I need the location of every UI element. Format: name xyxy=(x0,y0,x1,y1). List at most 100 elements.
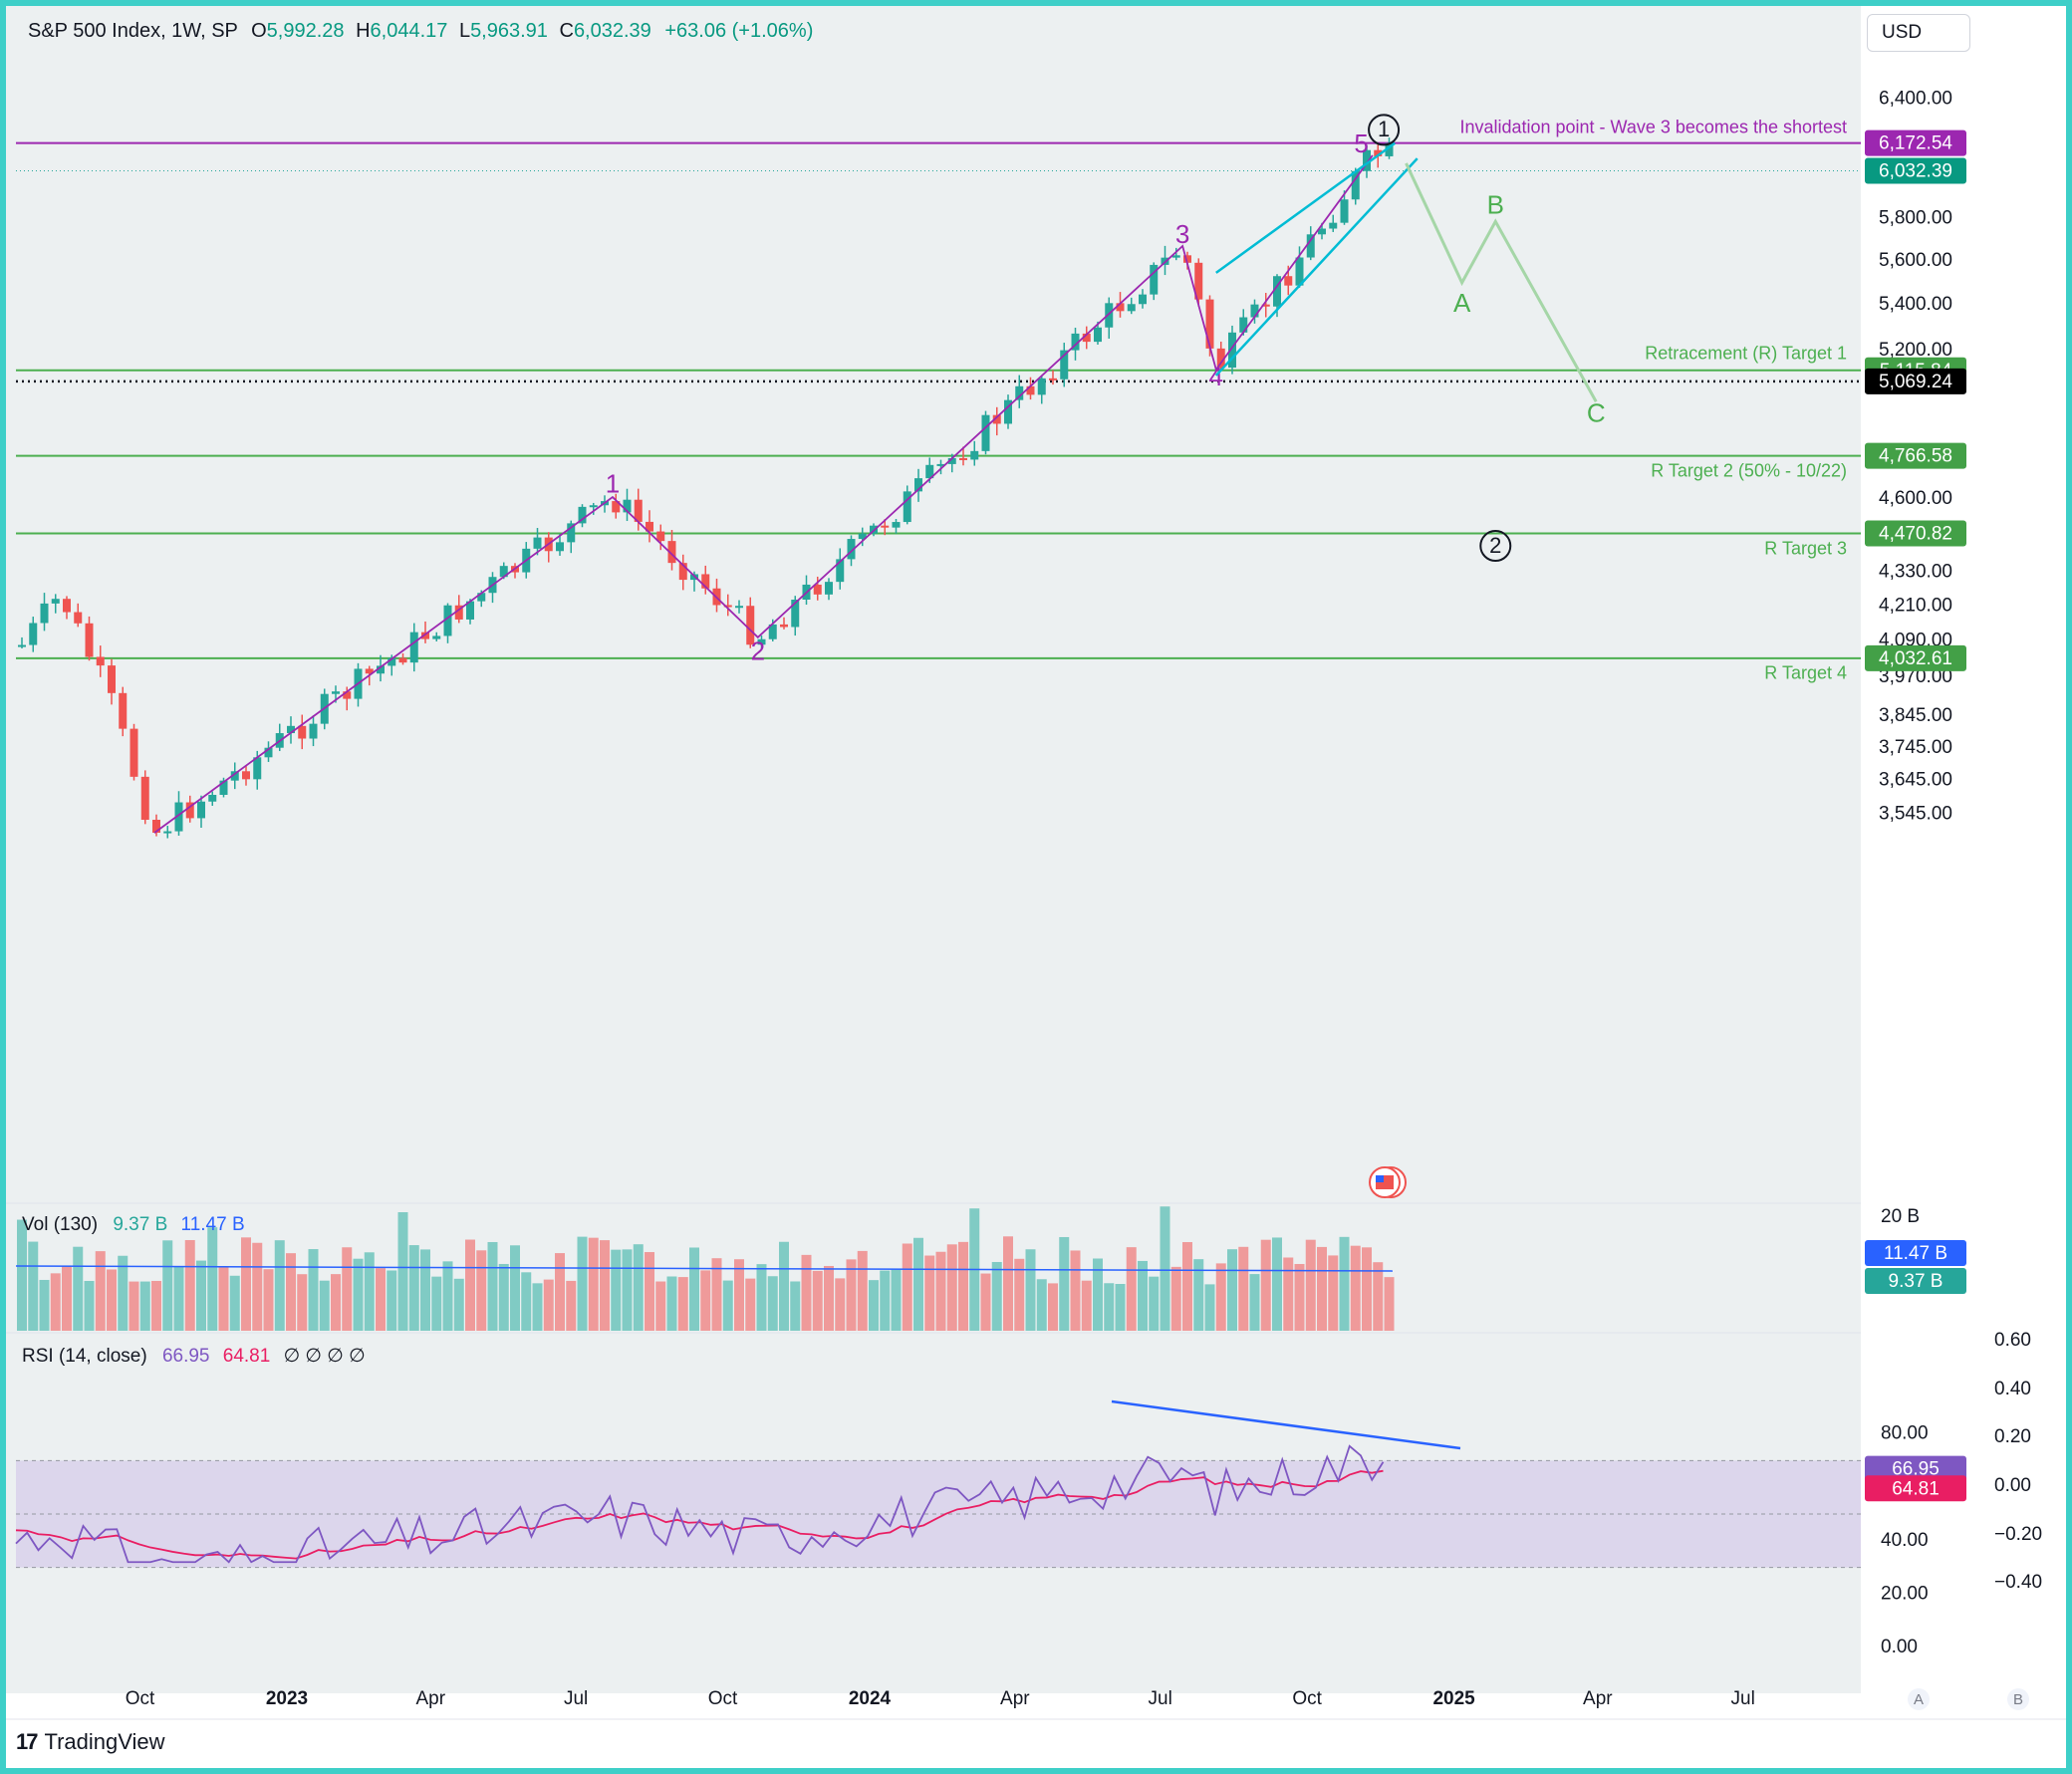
candle-body xyxy=(219,780,228,795)
candle-body xyxy=(567,523,576,543)
candle-body xyxy=(40,603,49,624)
time-axis-label: Apr xyxy=(1583,1688,1613,1709)
volume-bar xyxy=(869,1280,879,1331)
close-label: C xyxy=(559,20,574,42)
candle-body xyxy=(589,505,598,508)
candle-body xyxy=(343,691,352,699)
time-axis-label: Jul xyxy=(564,1688,588,1709)
price-axis-label: 4,210.00 xyxy=(1879,596,1952,617)
candle-body xyxy=(432,635,441,639)
rsi-divergence-trendline xyxy=(1111,1399,1461,1450)
volume-bar xyxy=(1170,1266,1181,1331)
candle-body xyxy=(96,656,105,666)
price-axis-label: 4,330.00 xyxy=(1879,561,1952,582)
volume-bar xyxy=(229,1275,240,1331)
candle-body xyxy=(723,605,732,608)
wave-label: 2 xyxy=(751,636,765,666)
symbol-header: S&P 500 Index, 1W, SP O5,992.28 H6,044.1… xyxy=(28,20,813,43)
candle-body xyxy=(656,531,665,542)
volume-bar xyxy=(835,1278,846,1331)
volume-bar xyxy=(734,1259,744,1331)
chart-canvas[interactable]: 1 2 3 4 5 A B C 1 2 Invalidation point - Wave 3 be… xyxy=(6,6,2066,1768)
candle-body xyxy=(1295,257,1304,286)
candle-body xyxy=(185,802,194,819)
candle-body xyxy=(1150,264,1159,295)
volume-bar xyxy=(28,1241,39,1331)
wave-label: 1 xyxy=(606,469,620,499)
symbol-title[interactable]: S&P 500 Index, 1W, SP xyxy=(28,20,238,42)
volume-bar xyxy=(532,1283,543,1331)
time-axis-background xyxy=(6,1693,2066,1768)
close-value: 6,032.39 xyxy=(573,20,651,42)
volume-bar xyxy=(1204,1284,1215,1331)
candle-body xyxy=(287,725,295,734)
volume-bar xyxy=(946,1244,957,1331)
candle-body xyxy=(813,584,822,595)
volume-bar xyxy=(566,1280,577,1331)
volume-bar xyxy=(510,1245,520,1331)
candle-body xyxy=(466,601,474,620)
candle-body xyxy=(1385,142,1394,156)
candle-body xyxy=(903,491,911,523)
candle-body xyxy=(947,457,956,464)
volume-bar xyxy=(207,1227,218,1331)
volume-bar xyxy=(1238,1246,1249,1331)
candle-body xyxy=(208,794,217,802)
volume-axis-label: 20 B xyxy=(1881,1206,1920,1227)
volume-bar xyxy=(17,1219,27,1331)
volume-bar xyxy=(218,1266,229,1331)
brand[interactable]: 17 TradingView xyxy=(16,1729,165,1755)
candle-body xyxy=(825,582,833,595)
currency-selector[interactable]: USD xyxy=(1867,14,1970,52)
level-text: Invalidation point - Wave 3 becomes the … xyxy=(1459,117,1847,136)
volume-bar xyxy=(151,1280,161,1331)
scale-toggle-button[interactable] xyxy=(1908,1688,1930,1710)
candle-body xyxy=(1284,276,1293,286)
volume-bar xyxy=(376,1268,386,1331)
rsi-axis-label: 40.00 xyxy=(1881,1530,1929,1551)
volume-bar xyxy=(622,1249,633,1331)
volume-bar xyxy=(196,1260,206,1331)
volume-bar xyxy=(1059,1236,1070,1331)
volume-bar xyxy=(902,1243,912,1331)
volume-bar xyxy=(1014,1258,1025,1331)
candle-body xyxy=(667,541,676,564)
volume-bar xyxy=(689,1247,699,1331)
level-badge: 4,766.58 xyxy=(1879,446,1952,467)
volume-bar xyxy=(756,1264,767,1331)
volume-bar xyxy=(812,1270,823,1331)
volume-ma-badge: 11.47 B xyxy=(1884,1243,1947,1264)
rsi-secondary-axis-label: −0.40 xyxy=(1994,1572,2042,1593)
candle-body xyxy=(836,559,845,583)
volume-bar xyxy=(73,1246,84,1331)
volume-ma-line xyxy=(15,1265,1394,1272)
volume-bar xyxy=(913,1237,923,1331)
volume-bar xyxy=(107,1269,117,1331)
volume-bar xyxy=(1272,1237,1282,1331)
scale-toggle-button[interactable] xyxy=(2007,1688,2029,1710)
volume-bar xyxy=(1384,1277,1395,1331)
price-axis-label: 3,970.00 xyxy=(1879,666,1952,687)
candle-body xyxy=(140,776,149,821)
candle-body xyxy=(1026,385,1035,395)
rsi-axis-label: 20.00 xyxy=(1881,1583,1929,1604)
level-badge-bg xyxy=(1865,442,1966,469)
scale-toggle-label: B xyxy=(2013,1691,2023,1708)
tradingview-logo-icon: 17 xyxy=(16,1729,39,1754)
candle-body xyxy=(197,801,205,819)
level-badge: 4,470.82 xyxy=(1879,524,1952,545)
candle-body xyxy=(365,668,374,674)
rsi-extra: ∅ ∅ ∅ ∅ xyxy=(283,1346,366,1367)
volume-bar xyxy=(924,1255,935,1331)
volume-bar xyxy=(1025,1249,1036,1331)
level-badge: 6,172.54 xyxy=(1879,133,1952,154)
volume-bar xyxy=(408,1245,419,1331)
candle-body xyxy=(242,771,250,780)
level-badge-bg xyxy=(1865,520,1966,547)
candle-body xyxy=(556,542,564,552)
volume-badge: 9.37 B xyxy=(1889,1271,1943,1292)
volume-bar xyxy=(1294,1263,1305,1331)
volume-bar xyxy=(1104,1283,1115,1331)
time-axis-label: Oct xyxy=(708,1688,738,1709)
volume-bar xyxy=(1317,1246,1327,1331)
